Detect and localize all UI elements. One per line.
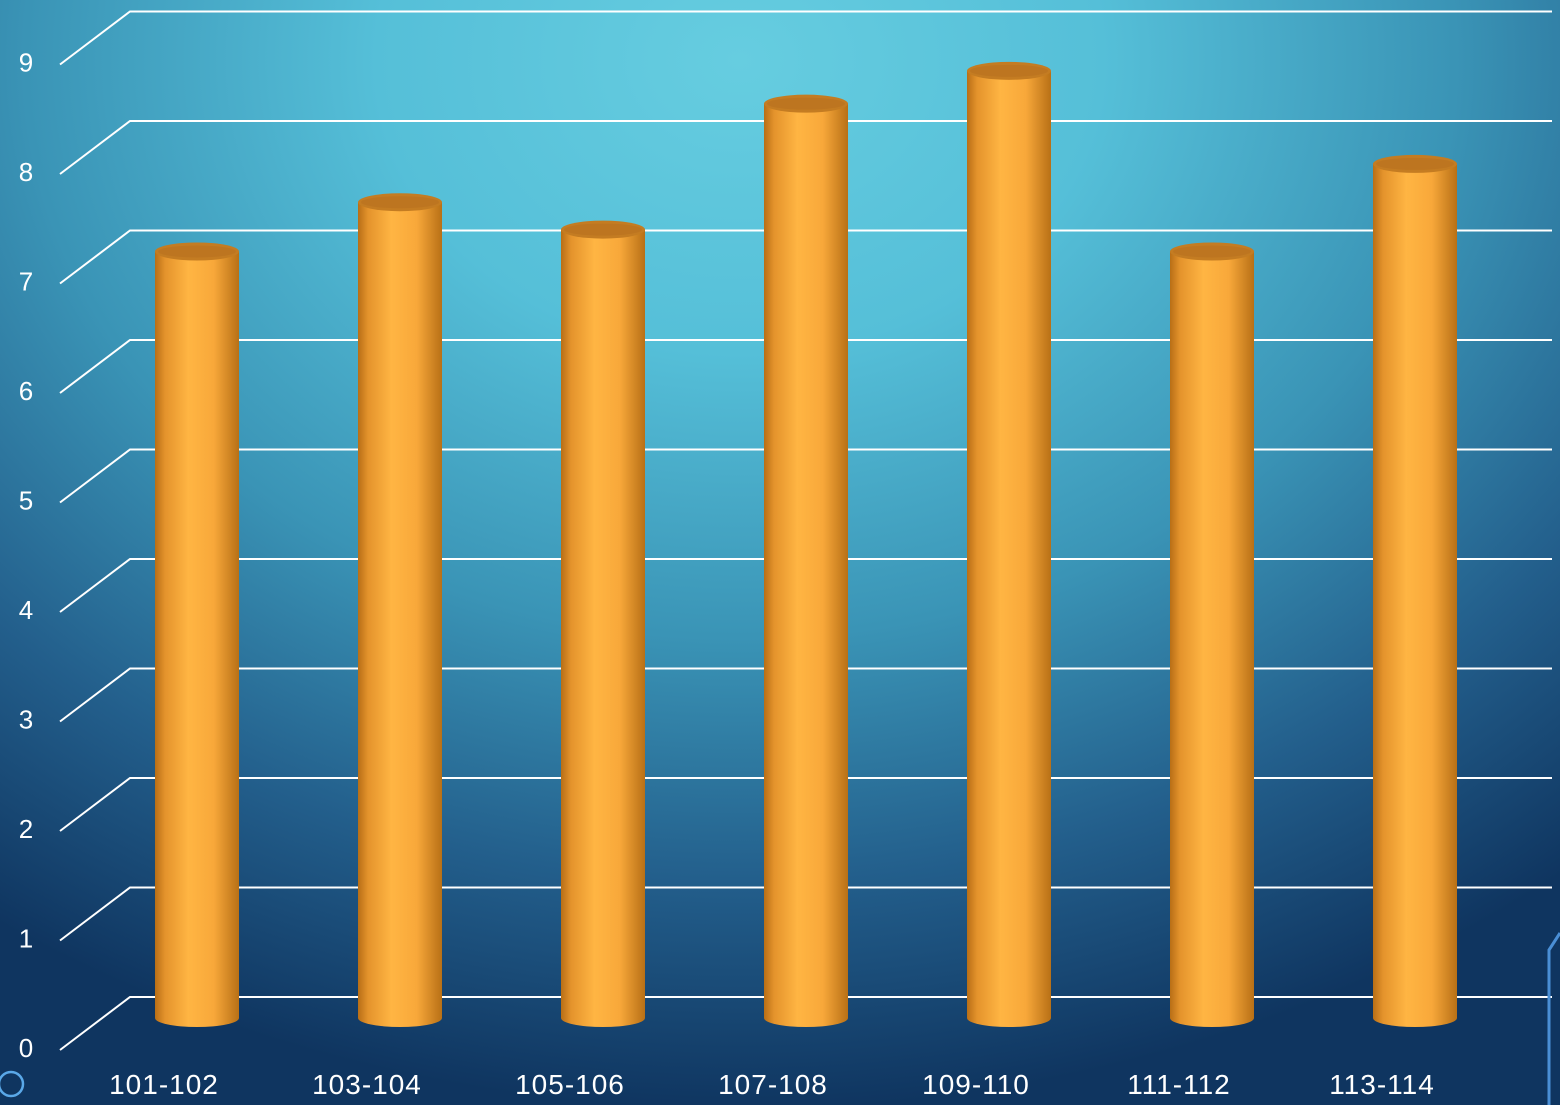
y-tick-label: 8 bbox=[19, 157, 33, 187]
y-tick-label: 3 bbox=[19, 705, 33, 735]
gridline bbox=[59, 10, 1552, 66]
x-axis-categories: 101-102 103-104 105-106 107-108 109-110 111-1… bbox=[109, 1069, 1435, 1100]
bar-113-114 bbox=[1373, 154, 1457, 1027]
bar-top-shade bbox=[1173, 245, 1251, 258]
x-category-label: 109-110 bbox=[922, 1069, 1030, 1100]
gridline bbox=[59, 667, 1552, 723]
bar-111-112 bbox=[1170, 242, 1254, 1027]
x-category-label: 107-108 bbox=[718, 1069, 828, 1100]
bar-top-shade bbox=[1376, 157, 1454, 170]
y-tick-label: 4 bbox=[19, 595, 33, 625]
bar-top-shade bbox=[767, 97, 845, 110]
y-tick-label: 5 bbox=[19, 486, 33, 516]
gridline bbox=[59, 448, 1552, 504]
x-category-label: 111-112 bbox=[1127, 1069, 1231, 1100]
y-tick-label: 6 bbox=[19, 376, 33, 406]
y-tick-label: 7 bbox=[19, 267, 33, 297]
bar-body bbox=[764, 103, 848, 1028]
bar-105-106 bbox=[561, 220, 645, 1028]
bar-body bbox=[155, 251, 239, 1027]
y-axis-ticks: 0 1 2 3 4 5 6 7 8 9 bbox=[19, 48, 33, 1064]
y-tick-label: 1 bbox=[19, 924, 33, 954]
gridline bbox=[59, 996, 1552, 1051]
gridlines bbox=[59, 10, 1552, 1051]
bar-101-102 bbox=[155, 242, 239, 1027]
bar-107-108 bbox=[764, 94, 848, 1028]
x-category-label: 103-104 bbox=[312, 1069, 422, 1100]
bar-top-shade bbox=[361, 196, 439, 209]
y-tick-label: 9 bbox=[19, 48, 33, 78]
bar-body bbox=[1373, 163, 1457, 1027]
gridline bbox=[59, 339, 1552, 394]
bar-103-104 bbox=[358, 193, 442, 1028]
ring-ornament-icon bbox=[0, 1070, 25, 1098]
bar-body bbox=[1170, 251, 1254, 1027]
gridline bbox=[59, 120, 1552, 175]
corner-ornament-icon bbox=[1547, 932, 1560, 1105]
bar-body bbox=[561, 229, 645, 1028]
x-category-label: 101-102 bbox=[109, 1069, 219, 1100]
gridline bbox=[59, 886, 1552, 942]
bar-top-shade bbox=[158, 245, 236, 258]
gridline bbox=[59, 777, 1552, 832]
y-tick-label: 2 bbox=[19, 814, 33, 844]
bar-top-shade bbox=[970, 64, 1048, 77]
y-tick-label: 0 bbox=[19, 1033, 33, 1063]
bar-body bbox=[358, 202, 442, 1028]
bars bbox=[155, 61, 1457, 1028]
bar-body bbox=[967, 70, 1051, 1027]
bar-109-110 bbox=[967, 61, 1051, 1027]
x-category-label: 105-106 bbox=[515, 1069, 625, 1100]
x-category-label: 113-114 bbox=[1329, 1069, 1435, 1100]
bar-top-shade bbox=[564, 223, 642, 236]
gridline bbox=[59, 558, 1552, 613]
gridline bbox=[59, 229, 1552, 285]
